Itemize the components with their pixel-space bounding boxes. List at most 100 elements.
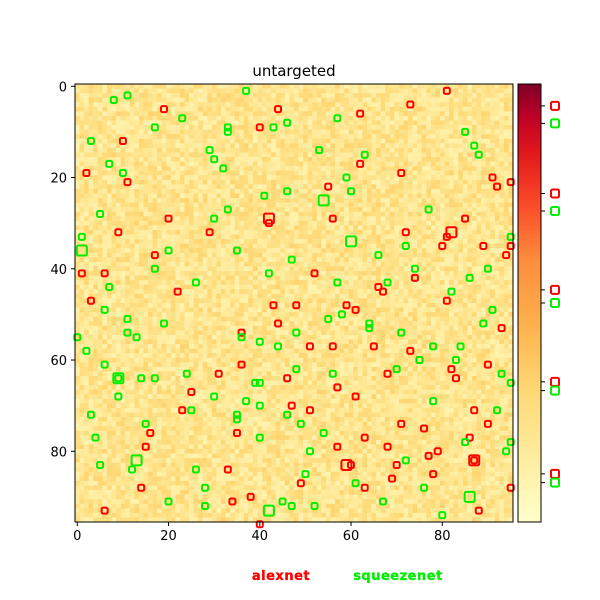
- heatmap-cell: [298, 207, 304, 213]
- heatmap-cell: [134, 170, 140, 176]
- heatmap-cell: [166, 120, 172, 126]
- heatmap-cell: [189, 93, 194, 98]
- heatmap-cell: [152, 284, 158, 290]
- heatmap-cell: [134, 147, 140, 153]
- heatmap-cell: [289, 261, 295, 267]
- heatmap-cell: [252, 88, 258, 94]
- heatmap-cell: [275, 179, 281, 185]
- heatmap-cell: [494, 312, 500, 317]
- heatmap-cell: [111, 93, 117, 98]
- heatmap-cell: [348, 316, 354, 322]
- heatmap-cell: [444, 257, 450, 263]
- heatmap-cell: [458, 138, 464, 144]
- heatmap-cell: [134, 184, 140, 190]
- heatmap-cell: [284, 193, 290, 199]
- heatmap-cell: [93, 93, 99, 98]
- heatmap-cell: [444, 179, 450, 185]
- heatmap-cell: [166, 106, 172, 112]
- heatmap-cell: [179, 230, 185, 235]
- heatmap-cell: [421, 129, 427, 135]
- heatmap-cell: [467, 257, 473, 263]
- heatmap-cell: [353, 220, 359, 226]
- heatmap-cell: [426, 284, 432, 290]
- heatmap-cell: [120, 266, 126, 272]
- heatmap-cell: [330, 111, 336, 117]
- heatmap-cell: [234, 147, 240, 153]
- heatmap-cell: [262, 88, 267, 94]
- heatmap-cell: [307, 293, 313, 299]
- heatmap-cell: [102, 115, 108, 121]
- heatmap-cell: [93, 280, 99, 286]
- heatmap-cell: [211, 188, 217, 194]
- heatmap-cell: [467, 225, 473, 231]
- heatmap-cell: [179, 289, 185, 295]
- heatmap-cell: [179, 275, 185, 281]
- heatmap-cell: [307, 120, 313, 126]
- heatmap-cell: [84, 234, 89, 240]
- heatmap-cell: [476, 243, 482, 249]
- heatmap-cell: [389, 102, 395, 108]
- heatmap-cell: [134, 230, 140, 235]
- heatmap-cell: [458, 293, 464, 299]
- heatmap-cell: [471, 211, 477, 217]
- heatmap-cell: [125, 271, 131, 276]
- heatmap-cell: [184, 220, 190, 226]
- heatmap-cell: [189, 170, 194, 176]
- heatmap-cell: [216, 129, 222, 135]
- heatmap-cell: [435, 234, 441, 240]
- heatmap-cell: [408, 134, 413, 140]
- heatmap-cell: [216, 248, 222, 254]
- heatmap-cell: [116, 198, 121, 203]
- heatmap-cell: [138, 84, 144, 89]
- heatmap-cell: [230, 170, 235, 176]
- heatmap-cell: [152, 298, 158, 304]
- heatmap-cell: [125, 115, 131, 121]
- heatmap-cell: [230, 93, 235, 98]
- heatmap-cell: [490, 266, 496, 272]
- heatmap-cell: [225, 211, 231, 217]
- heatmap-cell: [266, 198, 272, 203]
- heatmap-cell: [440, 303, 445, 308]
- heatmap-cell: [408, 147, 413, 153]
- heatmap-cell: [481, 179, 486, 185]
- heatmap-cell: [380, 170, 386, 176]
- heatmap-cell: [325, 234, 331, 240]
- heatmap-cell: [157, 157, 162, 162]
- heatmap-cell: [248, 289, 254, 295]
- heatmap-cell: [303, 193, 308, 199]
- heatmap-cell: [106, 188, 112, 194]
- heatmap-cell: [307, 88, 313, 94]
- heatmap-cell: [252, 193, 258, 199]
- heatmap-cell: [225, 106, 231, 112]
- heatmap-cell: [444, 271, 450, 276]
- heatmap-cell: [284, 102, 290, 108]
- heatmap-cell: [275, 93, 281, 98]
- heatmap-cell: [371, 252, 377, 258]
- heatmap-cell: [216, 225, 222, 231]
- heatmap-cell: [79, 134, 85, 140]
- heatmap-cell: [179, 115, 185, 121]
- heatmap-cell: [303, 170, 308, 176]
- heatmap-cell: [148, 243, 153, 249]
- heatmap-cell: [467, 111, 473, 117]
- heatmap-cell: [298, 166, 304, 171]
- heatmap-cell: [508, 188, 514, 194]
- heatmap-cell: [230, 147, 235, 153]
- heatmap-cell: [467, 175, 473, 181]
- heatmap-cell: [143, 184, 149, 190]
- heatmap-cell: [198, 307, 204, 313]
- heatmap-cell: [471, 179, 477, 185]
- heatmap-cell: [248, 280, 254, 286]
- heatmap-cell: [257, 202, 263, 208]
- heatmap-cell: [481, 152, 486, 158]
- heatmap-cell: [430, 152, 436, 158]
- heatmap-cell: [485, 234, 491, 240]
- heatmap-cell: [440, 293, 445, 299]
- heatmap-cell: [184, 120, 190, 126]
- heatmap-cell: [389, 216, 395, 222]
- heatmap-cell: [148, 161, 153, 167]
- heatmap-cell: [175, 179, 181, 185]
- heatmap-cell: [444, 193, 450, 199]
- heatmap-cell: [193, 243, 199, 249]
- heatmap-cell: [143, 161, 149, 167]
